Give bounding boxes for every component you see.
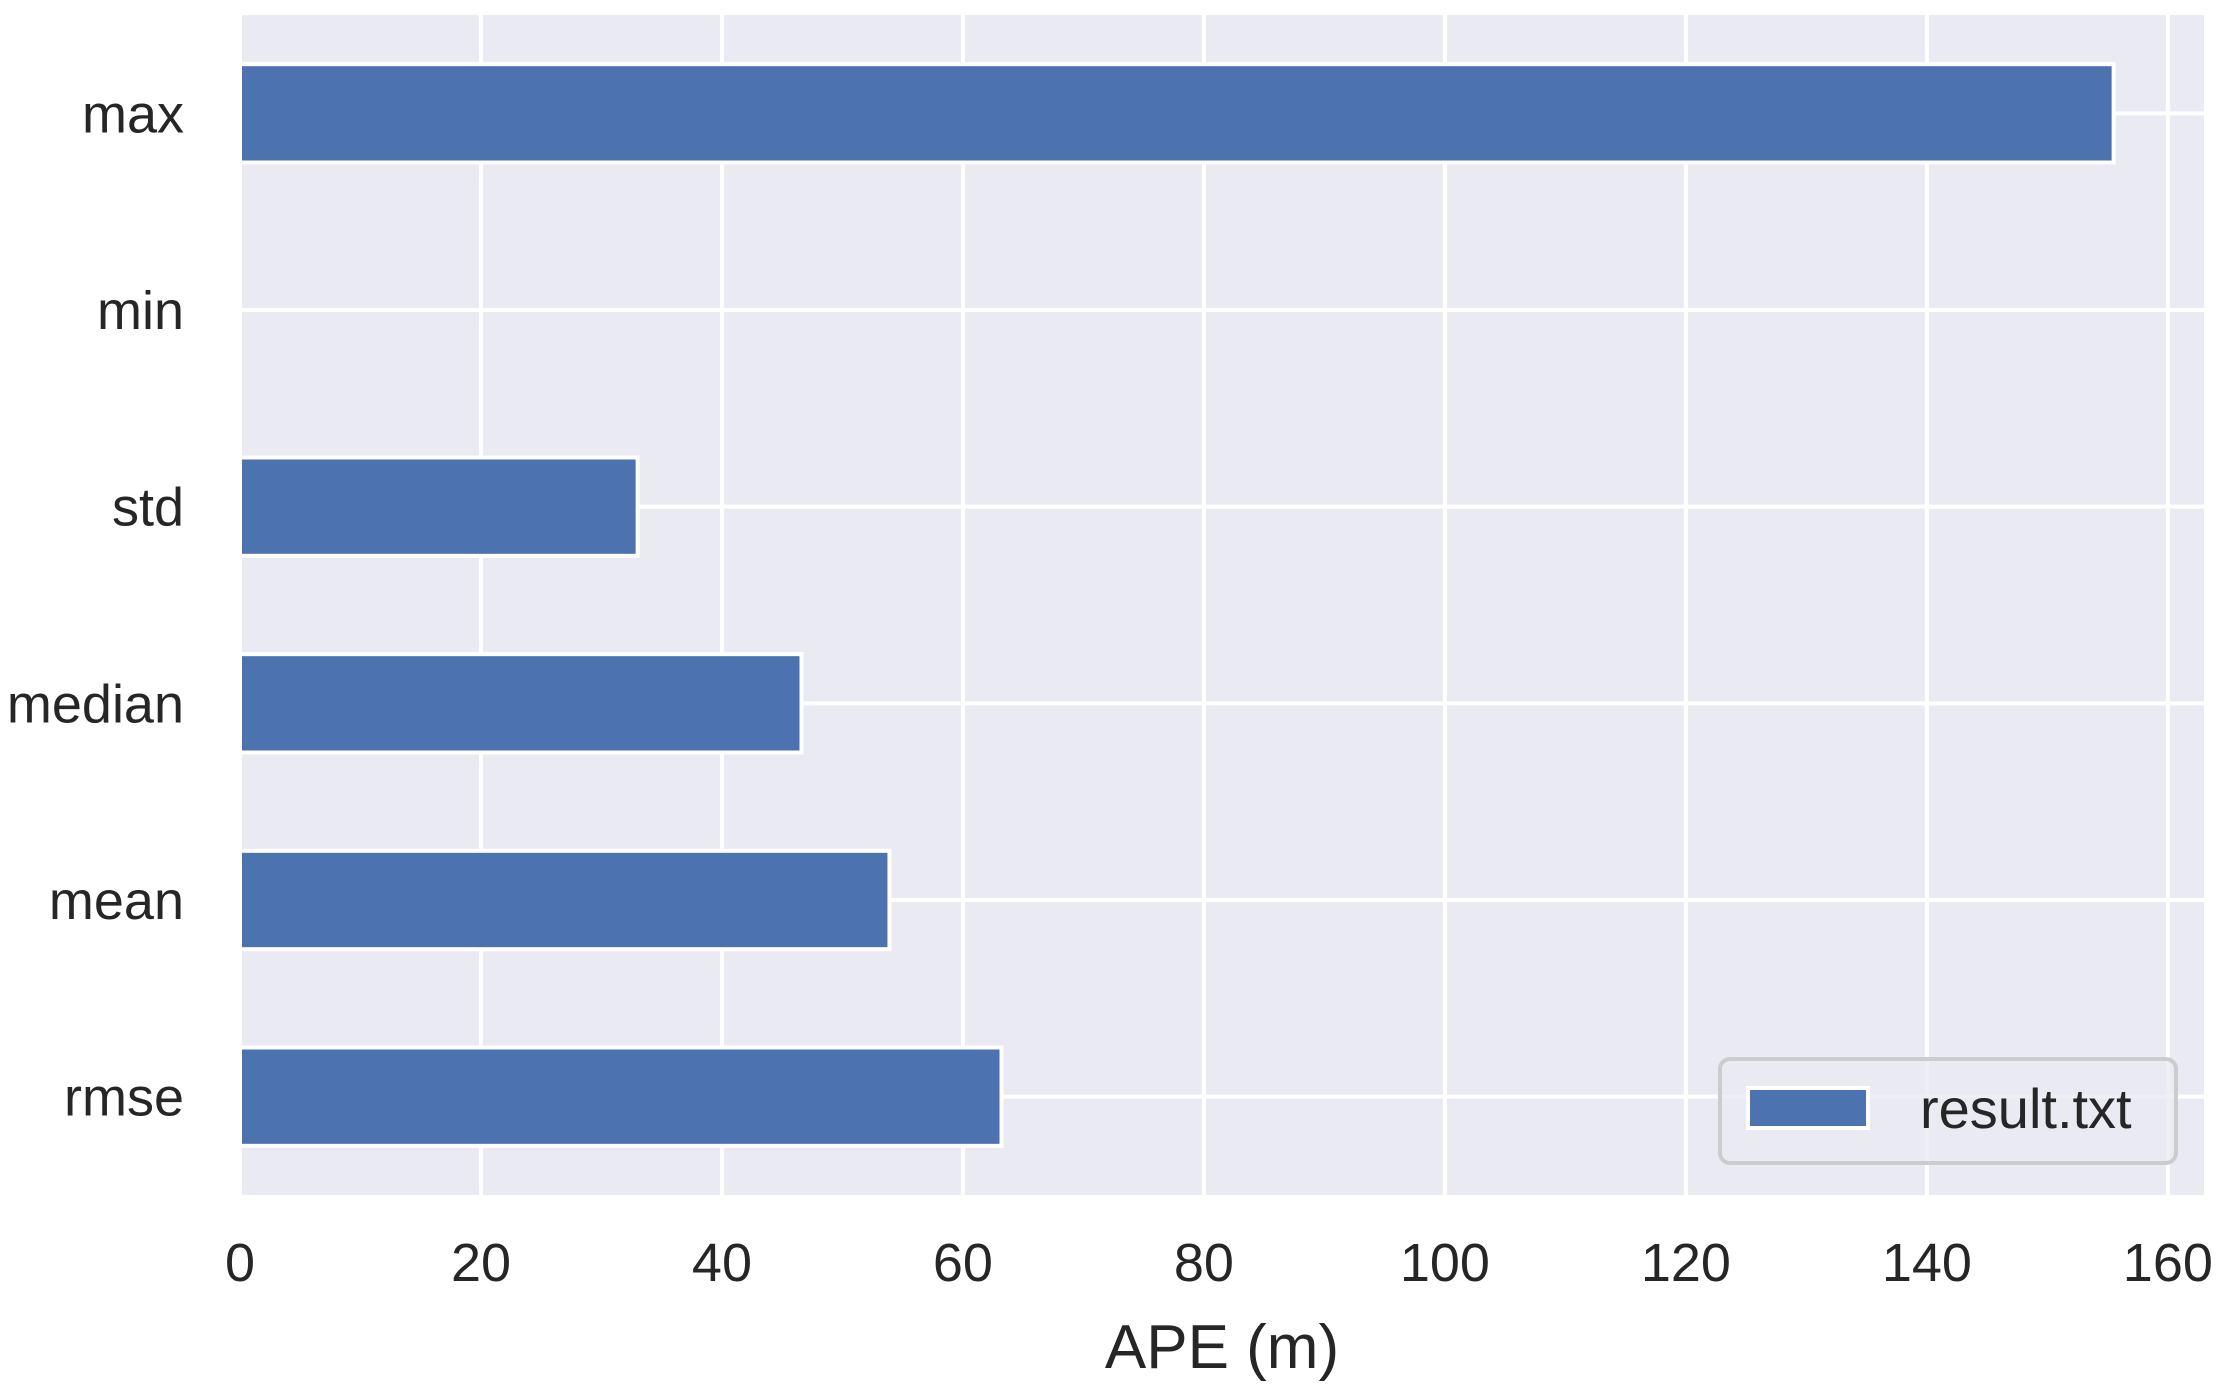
legend-swatch [1746,1086,1870,1130]
x-tick-label: 160 [2123,1233,2213,1293]
plot-area [240,15,2204,1195]
y-tick-labels: max min std median mean rmse [7,84,184,1127]
bar-mean [238,848,892,952]
bar-std [238,455,640,558]
x-tick-label: 80 [1174,1233,1234,1293]
bar-rmse [238,1045,1004,1148]
x-tick-label: 0 [225,1233,255,1293]
bar-median [238,652,804,755]
bar-max [238,62,2116,165]
x-tick-label: 140 [1882,1233,1972,1293]
y-tick-label: std [112,478,184,538]
y-tick-label: mean [49,871,184,931]
legend-label: result.txt [1920,1077,2132,1140]
y-tick-label: rmse [64,1068,184,1128]
x-tick-label: 40 [692,1233,752,1293]
x-tick-labels: 0 20 40 60 80 100 120 140 160 [225,1233,2213,1293]
x-tick-label: 120 [1641,1233,1731,1293]
legend: result.txt [1718,1057,2178,1165]
x-tick-label: 60 [933,1233,993,1293]
legend-frame [1718,1057,2178,1165]
y-tick-label: median [7,674,184,734]
x-axis-label: APE (m) [1105,1313,1339,1382]
bars [238,62,2116,1148]
x-tick-label: 20 [451,1233,511,1293]
y-tick-label: min [97,281,184,341]
x-tick-label: 100 [1400,1233,1490,1293]
y-tick-label: max [82,84,184,144]
